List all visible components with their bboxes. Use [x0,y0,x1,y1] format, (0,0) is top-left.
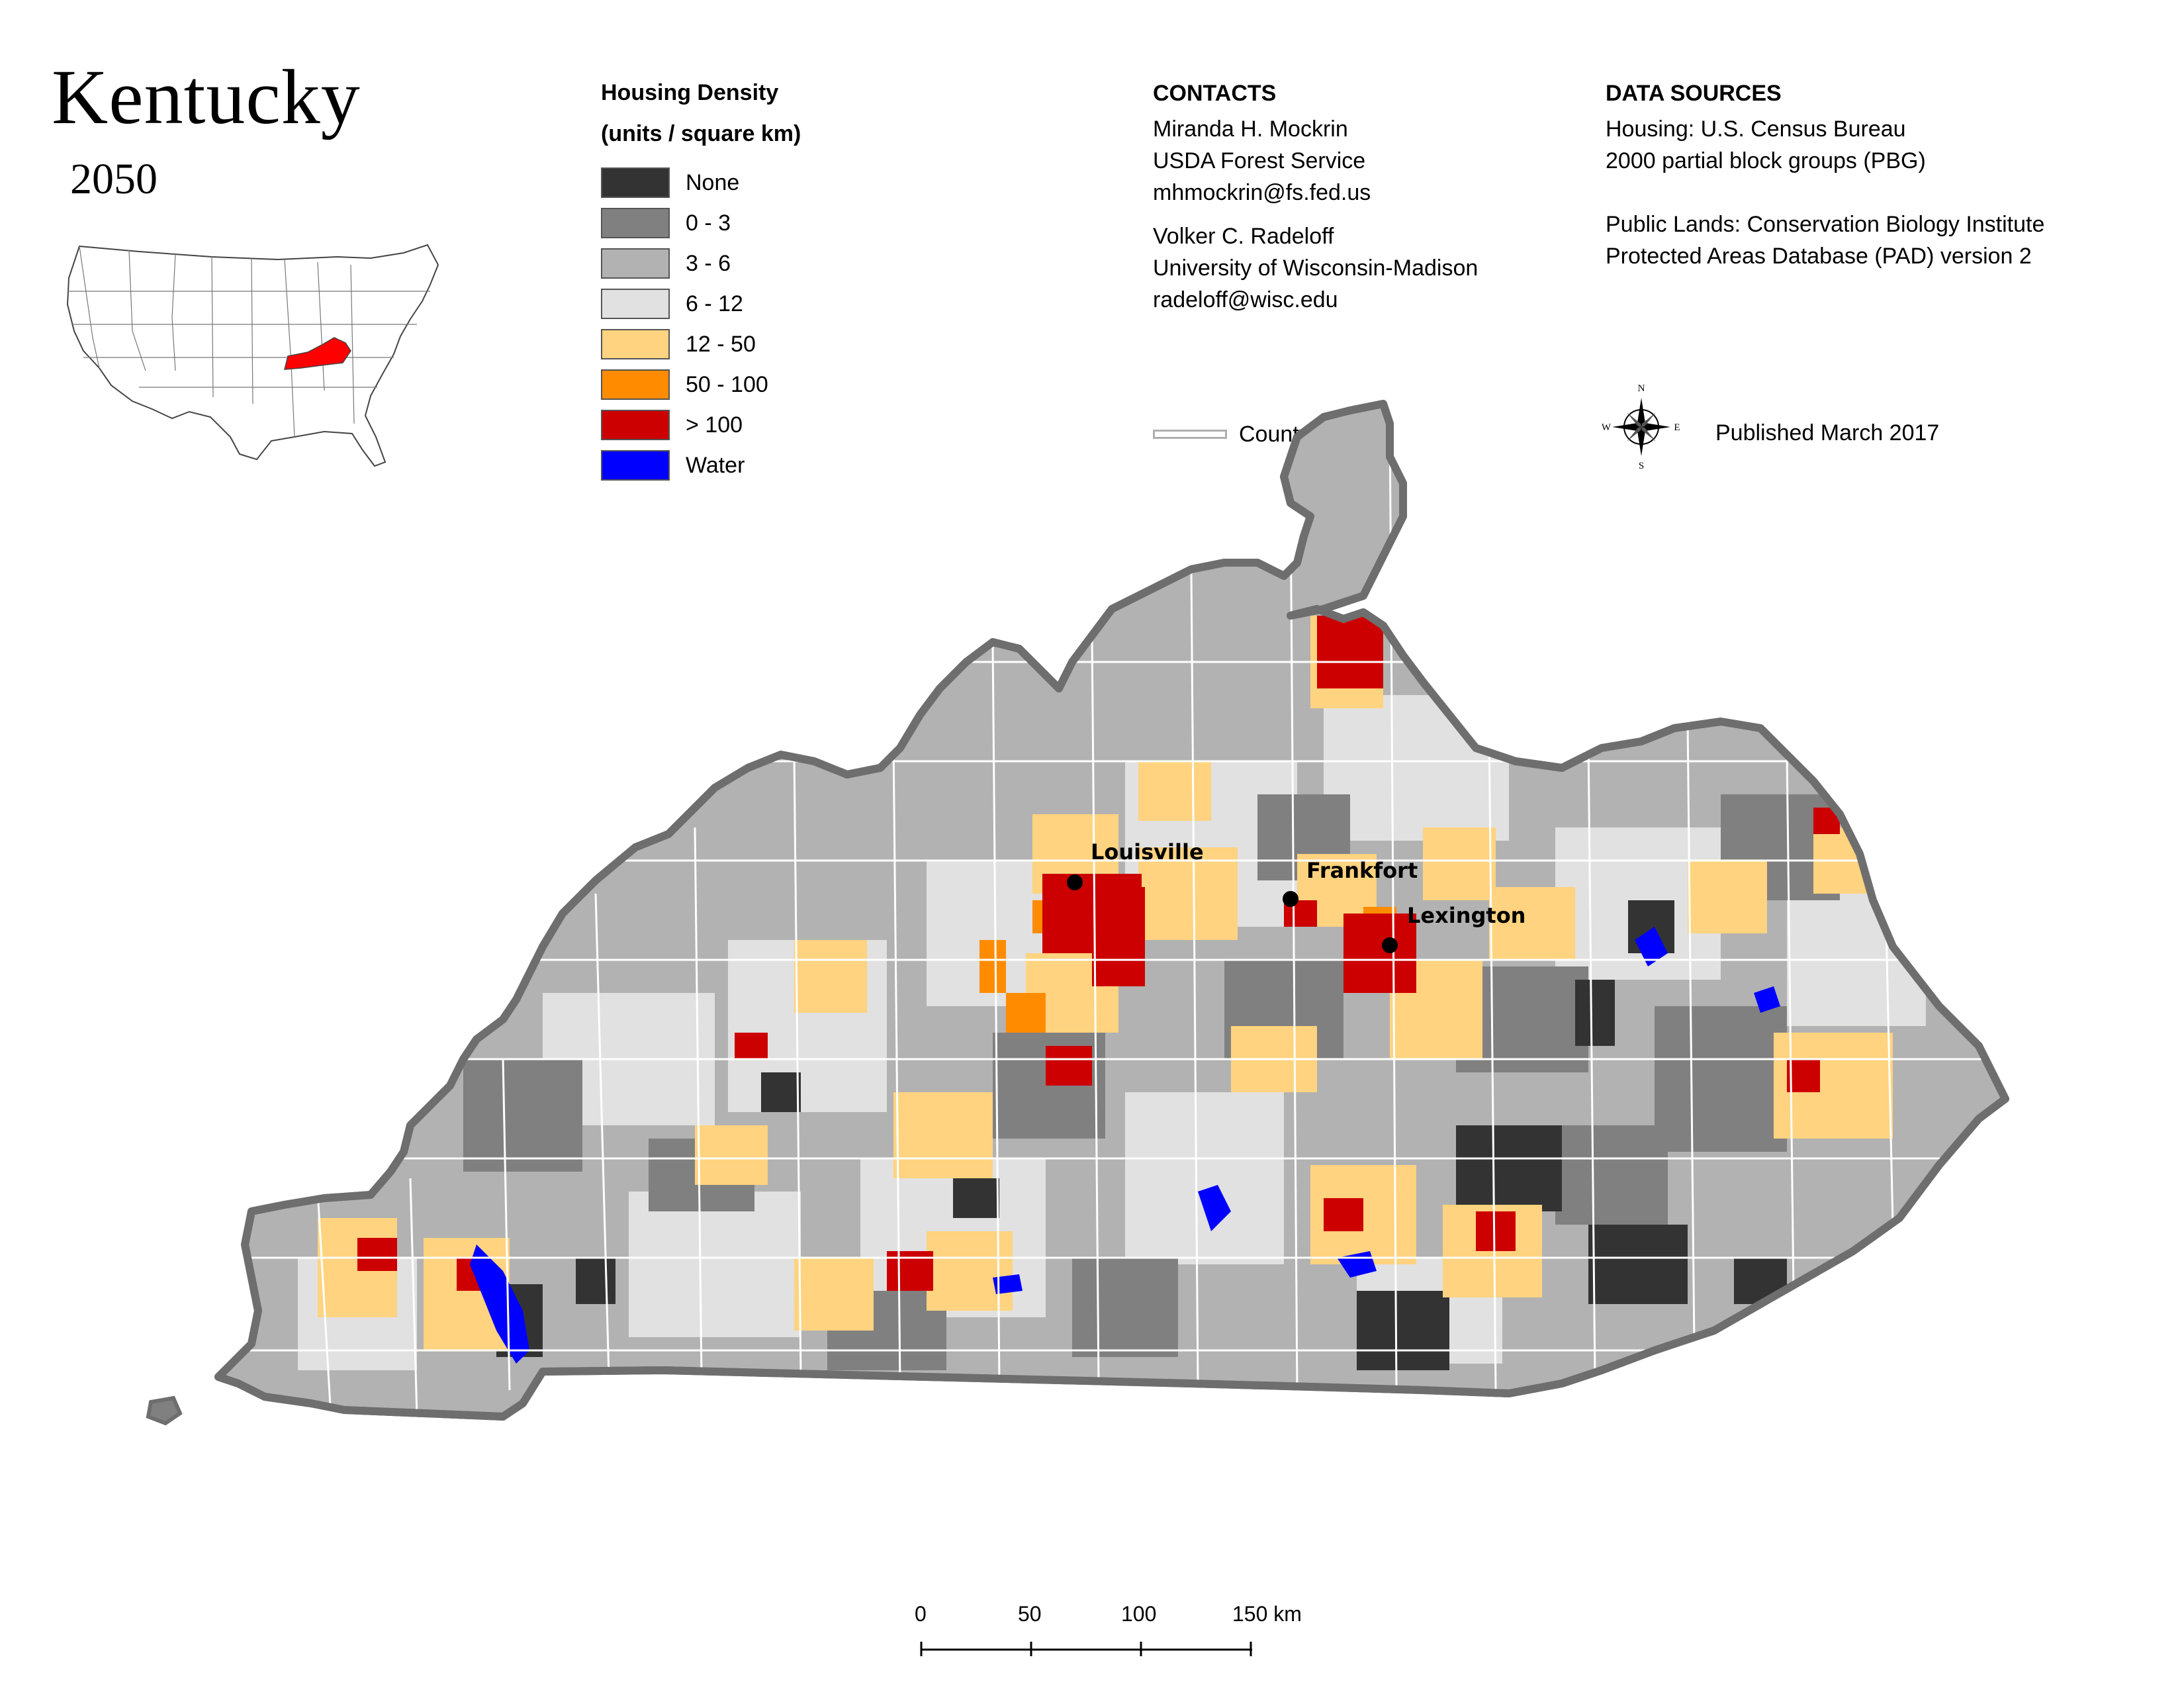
city-label-frankfort: Frankfort [1306,858,1418,883]
kentucky-highlight-shape [284,337,351,370]
legend-item-0-3: 0 - 3 [601,207,731,239]
kentucky-state [146,400,2009,1426]
legend-swatch [601,167,670,198]
western-exclave [146,1395,183,1426]
legend-label: 50 - 100 [686,371,768,397]
scale-bar: 0 50 100 150 km [915,1602,1343,1662]
data-sources-block: DATA SOURCES Housing: U.S. Census Bureau… [1606,81,2044,272]
city-point-louisville [1067,874,1083,890]
scale-tick-label: 50 [1018,1602,1042,1626]
legend-item-50-100: 50 - 100 [601,369,768,400]
city-point-lexington [1382,937,1398,953]
data-source-line: Housing: U.S. Census Bureau [1606,117,1906,142]
legend-label: 0 - 3 [686,210,731,236]
compass-n: N [1638,384,1645,394]
compass-w: W [1602,422,1612,433]
legend-label: 6 - 12 [686,291,743,316]
contacts-heading: CONTACTS [1153,81,1277,106]
legend-label: 12 - 50 [686,331,756,357]
legend-item-6-12: 6 - 12 [601,288,743,320]
legend-swatch [601,289,670,319]
contact-org: USDA Forest Service [1153,148,1366,173]
data-source-line: Public Lands: Conservation Biology Insti… [1606,212,2045,237]
compass-e: E [1674,422,1680,433]
scale-bar-graphic [920,1642,1252,1656]
map-title: Kentucky [52,54,361,140]
legend-swatch [601,450,670,481]
legend-swatch [601,329,670,359]
legend-item-water: Water [601,449,745,481]
scale-tick-label: 100 [1121,1602,1157,1626]
housing-density-legend: Housing Density (units / square km) None… [601,78,919,489]
legend-label: > 100 [686,412,743,438]
legend-label: None [686,169,740,195]
us-outline [66,244,439,467]
contact-email: radeloff@wisc.edu [1153,287,1338,312]
county-borders [218,423,2005,1417]
contacts-block: CONTACTS Miranda H. Mockrin USDA Forest … [1153,81,1478,316]
legend-title-line1: Housing Density [601,80,779,105]
data-sources-heading: DATA SOURCES [1606,81,1782,106]
legend-item-3-6: 3 - 6 [601,248,731,279]
us-state-lines [68,246,430,438]
data-source-line: Protected Areas Database (PAD) version 2 [1606,244,2032,269]
compass-s: S [1639,461,1644,470]
published-date: Published March 2017 [1715,420,1940,445]
legend-label: 3 - 6 [686,250,731,276]
contact-name: Miranda H. Mockrin [1153,117,1348,142]
city-markers [1067,874,1398,953]
legend-item-12-50: 12 - 50 [601,328,756,360]
contact-email: mhmockrin@fs.fed.us [1153,180,1371,205]
kentucky-outline-overlay [214,400,2009,1421]
compass-rose-icon: N S E W [1602,384,1680,470]
city-label-louisville: Louisville [1091,839,1204,865]
scale-tick-label: 0 [915,1602,927,1626]
scale-tick-label: 150 km [1232,1602,1302,1626]
legend-item-gt-100: > 100 [601,409,743,441]
data-source-line: 2000 partial block groups (PBG) [1606,148,1926,173]
city-label-lexington: Lexington [1407,903,1526,928]
legend-swatch [601,208,670,238]
city-point-frankfort [1283,891,1298,907]
legend-swatch [601,410,670,440]
density-patches [298,616,1926,1370]
contact-name: Volker C. Radeloff [1153,224,1334,249]
legend-swatch [601,369,670,400]
us-inset-map [66,244,439,467]
legend-label: Water [686,452,745,478]
legend-swatch [601,248,670,279]
contact-org: University of Wisconsin-Madison [1153,256,1479,281]
county-border-swatch [1153,430,1227,439]
legend-title-line2: (units / square km) [601,121,801,146]
map-year: 2050 [70,155,158,203]
legend-item-none: None [601,167,739,199]
